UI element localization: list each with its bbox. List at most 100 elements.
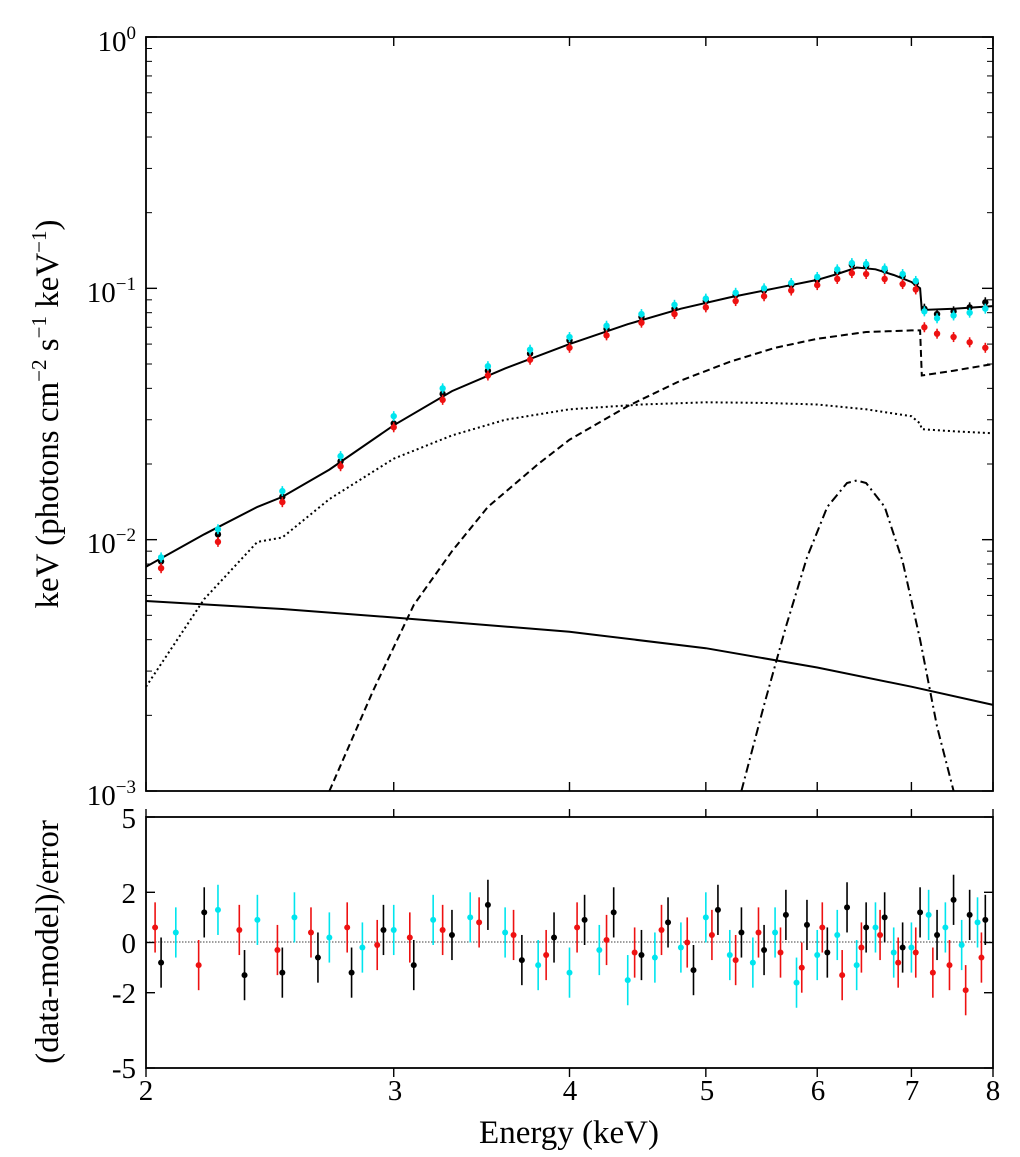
resid-black-point xyxy=(824,949,831,956)
resid-cyan-point xyxy=(793,979,800,986)
resid-red-point xyxy=(839,972,846,979)
data-cyan-point xyxy=(214,526,222,533)
spectrum-minor-ticks xyxy=(146,48,993,716)
y-tick-label-0.001: 10−3 xyxy=(87,777,136,812)
residual-panel: 5 2 0 -2 -5 2 3 4 5 6 7 8 Energy (keV) (… xyxy=(30,803,1000,1151)
resid-red-point xyxy=(274,947,281,954)
data-cyan-point xyxy=(834,266,841,273)
spectrum-data-points xyxy=(157,258,989,574)
resid-cyan-point xyxy=(430,916,437,923)
y-tick-label-1: 100 xyxy=(98,23,137,58)
resid-black-point xyxy=(917,909,924,916)
x-tick-label-6: 6 xyxy=(811,1075,826,1107)
resid-black-point xyxy=(201,909,208,916)
dotted-component-line xyxy=(145,401,994,688)
resid-black-point xyxy=(665,919,672,926)
data-black-point xyxy=(214,531,222,538)
data-black-series xyxy=(157,259,989,567)
resid-red-point xyxy=(344,924,351,931)
resid-red-point xyxy=(684,939,691,946)
data-red-point xyxy=(638,319,645,326)
resid-black-point xyxy=(881,914,888,921)
resid-black-point xyxy=(982,916,989,923)
data-red-point xyxy=(950,333,957,341)
resid-cyan-point xyxy=(291,914,298,921)
resid-y-tick-0: 0 xyxy=(122,928,137,960)
resid-red-point xyxy=(543,952,550,959)
data-black-point xyxy=(279,493,286,501)
resid-red-point xyxy=(510,931,517,938)
data-cyan-point xyxy=(982,305,989,312)
resid-cyan-point xyxy=(651,954,658,961)
spectrum-y-axis-title: keV (photons cm−2 s−1 keV−1) xyxy=(27,219,66,608)
data-red-point xyxy=(788,287,795,294)
resid-black-point xyxy=(314,954,321,961)
resid-cyan-point xyxy=(726,952,733,959)
resid-black-point xyxy=(966,911,973,918)
data-red-point xyxy=(337,463,344,470)
data-red-series xyxy=(157,268,989,574)
data-cyan-point xyxy=(603,322,610,329)
resid-red-point xyxy=(732,957,739,964)
data-cyan-point xyxy=(337,452,344,460)
data-red-point xyxy=(899,280,906,288)
resid-cyan-point xyxy=(254,916,261,923)
resid-red-point xyxy=(236,926,243,933)
resid-red-point xyxy=(439,926,446,933)
resid-cyan-point xyxy=(172,929,179,936)
y-tick-label-0.1: 10−1 xyxy=(87,274,136,309)
resid-cyan-point xyxy=(834,931,841,938)
resid-cyan-point xyxy=(702,914,709,921)
data-red-point xyxy=(526,356,534,363)
resid-cyan-point xyxy=(566,969,573,976)
data-cyan-point xyxy=(933,315,941,322)
resid-y-tick-neg2: -2 xyxy=(112,978,136,1010)
data-cyan-point xyxy=(912,277,919,285)
data-black-point xyxy=(439,390,446,398)
resid-red-point xyxy=(777,949,784,956)
resid-black-series xyxy=(158,874,989,1001)
resid-red-point xyxy=(929,969,936,976)
data-red-point xyxy=(390,424,397,431)
resid-cyan-point xyxy=(749,959,756,966)
resid-cyan-point xyxy=(772,929,779,936)
resid-cyan-point xyxy=(908,944,915,951)
resid-red-point xyxy=(798,964,805,971)
x-tick-label-4: 4 xyxy=(563,1075,578,1107)
resid-red-point xyxy=(152,924,159,931)
data-red-point xyxy=(921,324,928,331)
data-red-point xyxy=(982,344,989,351)
resid-cyan-point xyxy=(958,942,965,949)
data-cyan-point xyxy=(484,362,492,370)
residual-y-axis-title: (data-model)/error xyxy=(30,820,66,1064)
resid-cyan-point xyxy=(942,924,949,931)
data-black-point xyxy=(982,299,989,306)
resid-cyan-point xyxy=(596,947,603,954)
resid-black-point xyxy=(803,921,810,928)
data-cyan-point xyxy=(732,289,739,296)
data-cyan-point xyxy=(638,310,645,318)
data-red-point xyxy=(157,564,165,572)
resid-red-point xyxy=(476,919,483,926)
x-tick-label-3: 3 xyxy=(388,1075,403,1107)
resid-black-point xyxy=(638,952,645,959)
resid-black-point xyxy=(448,931,455,938)
x-tick-label-5: 5 xyxy=(700,1075,715,1107)
resid-cyan-point xyxy=(974,919,981,926)
resid-cyan-point xyxy=(326,934,333,941)
resid-black-point xyxy=(844,904,851,911)
resid-black-point xyxy=(158,959,165,966)
resid-black-point xyxy=(950,896,957,903)
data-cyan-point xyxy=(439,385,446,392)
data-red-point xyxy=(862,270,870,278)
resid-cyan-point xyxy=(502,929,509,936)
data-cyan-point xyxy=(966,309,973,316)
resid-cyan-point xyxy=(925,911,932,918)
resid-red-series xyxy=(152,897,985,1016)
data-cyan-point xyxy=(848,259,856,267)
resid-black-point xyxy=(690,967,697,974)
resid-red-point xyxy=(406,934,413,941)
resid-cyan-point xyxy=(359,944,366,951)
resid-cyan-point xyxy=(814,952,821,959)
data-red-point xyxy=(933,330,941,337)
